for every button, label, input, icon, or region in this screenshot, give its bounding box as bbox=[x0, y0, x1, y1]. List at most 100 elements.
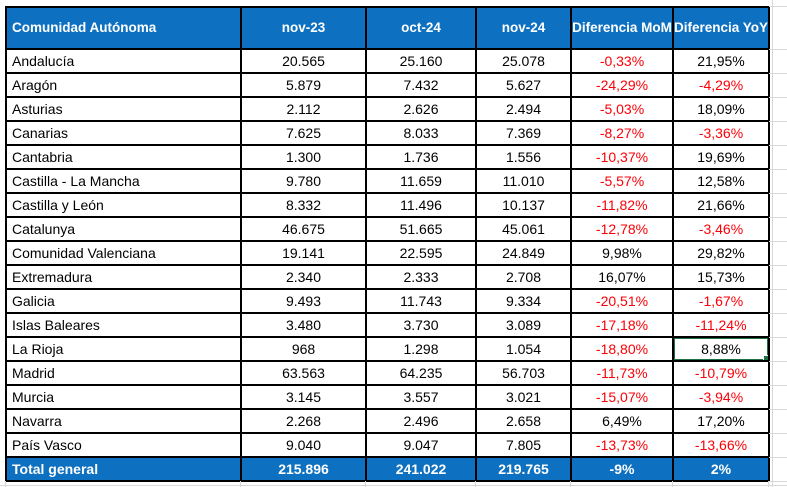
cell-oct24[interactable]: 11.743 bbox=[365, 288, 477, 314]
cell-nov23[interactable]: 2.340 bbox=[240, 264, 367, 290]
cell-mom[interactable]: -24,29% bbox=[570, 72, 674, 98]
cell-region[interactable]: Extremadura bbox=[5, 264, 242, 290]
cell-nov24[interactable]: 10.137 bbox=[475, 192, 572, 218]
cell-oct24[interactable]: 25.160 bbox=[365, 48, 477, 74]
cell-mom[interactable]: -17,18% bbox=[570, 312, 674, 338]
cell-oct24[interactable]: 7.432 bbox=[365, 72, 477, 98]
total-cell-nov24[interactable]: 219.765 bbox=[475, 456, 572, 482]
cell-region[interactable]: Castilla - La Mancha bbox=[5, 168, 242, 194]
total-cell-mom[interactable]: -9% bbox=[570, 456, 674, 482]
cell-region[interactable]: Canarias bbox=[5, 120, 242, 146]
selected-cell[interactable]: 8,88% bbox=[672, 336, 770, 362]
cell-oct24[interactable]: 1.736 bbox=[365, 144, 477, 170]
cell-mom[interactable]: -13,73% bbox=[570, 432, 674, 458]
cell-yoy[interactable]: -4,29% bbox=[672, 72, 770, 98]
cell-oct24[interactable]: 64.235 bbox=[365, 360, 477, 386]
header-cell[interactable]: oct-24 bbox=[365, 6, 477, 50]
cell-nov23[interactable]: 3.145 bbox=[240, 384, 367, 410]
cell-nov24[interactable]: 1.556 bbox=[475, 144, 572, 170]
cell-oct24[interactable]: 11.659 bbox=[365, 168, 477, 194]
cell-nov23[interactable]: 5.879 bbox=[240, 72, 367, 98]
cell-yoy[interactable]: -11,24% bbox=[672, 312, 770, 338]
cell-oct24[interactable]: 22.595 bbox=[365, 240, 477, 266]
cell-yoy[interactable]: 17,20% bbox=[672, 408, 770, 434]
cell-yoy[interactable]: 18,09% bbox=[672, 96, 770, 122]
cell-region[interactable]: Asturias bbox=[5, 96, 242, 122]
cell-nov24[interactable]: 2.494 bbox=[475, 96, 572, 122]
cell-nov23[interactable]: 46.675 bbox=[240, 216, 367, 242]
header-cell[interactable]: nov-24 bbox=[475, 6, 572, 50]
cell-nov24[interactable]: 24.849 bbox=[475, 240, 572, 266]
cell-yoy[interactable]: 29,82% bbox=[672, 240, 770, 266]
cell-nov23[interactable]: 7.625 bbox=[240, 120, 367, 146]
cell-mom[interactable]: -8,27% bbox=[570, 120, 674, 146]
cell-nov24[interactable]: 5.627 bbox=[475, 72, 572, 98]
cell-nov24[interactable]: 56.703 bbox=[475, 360, 572, 386]
cell-oct24[interactable]: 2.626 bbox=[365, 96, 477, 122]
cell-yoy[interactable]: -3,46% bbox=[672, 216, 770, 242]
cell-yoy[interactable]: 19,69% bbox=[672, 144, 770, 170]
fill-handle[interactable] bbox=[763, 355, 767, 359]
cell-region[interactable]: Aragón bbox=[5, 72, 242, 98]
cell-region[interactable]: Murcia bbox=[5, 384, 242, 410]
cell-oct24[interactable]: 3.730 bbox=[365, 312, 477, 338]
cell-yoy[interactable]: 15,73% bbox=[672, 264, 770, 290]
cell-mom[interactable]: -15,07% bbox=[570, 384, 674, 410]
cell-mom[interactable]: -12,78% bbox=[570, 216, 674, 242]
cell-oct24[interactable]: 3.557 bbox=[365, 384, 477, 410]
cell-nov24[interactable]: 3.089 bbox=[475, 312, 572, 338]
cell-nov23[interactable]: 8.332 bbox=[240, 192, 367, 218]
cell-nov23[interactable]: 2.268 bbox=[240, 408, 367, 434]
cell-mom[interactable]: 9,98% bbox=[570, 240, 674, 266]
cell-nov23[interactable]: 19.141 bbox=[240, 240, 367, 266]
cell-nov24[interactable]: 11.010 bbox=[475, 168, 572, 194]
cell-nov24[interactable]: 2.708 bbox=[475, 264, 572, 290]
cell-nov24[interactable]: 9.334 bbox=[475, 288, 572, 314]
cell-mom[interactable]: -0,33% bbox=[570, 48, 674, 74]
cell-nov23[interactable]: 20.565 bbox=[240, 48, 367, 74]
cell-yoy[interactable]: 12,58% bbox=[672, 168, 770, 194]
cell-region[interactable]: Galicia bbox=[5, 288, 242, 314]
cell-mom[interactable]: -11,82% bbox=[570, 192, 674, 218]
cell-mom[interactable]: -10,37% bbox=[570, 144, 674, 170]
cell-nov23[interactable]: 9.780 bbox=[240, 168, 367, 194]
cell-oct24[interactable]: 8.033 bbox=[365, 120, 477, 146]
cell-mom[interactable]: 6,49% bbox=[570, 408, 674, 434]
total-cell-nov23[interactable]: 215.896 bbox=[240, 456, 367, 482]
cell-region[interactable]: Comunidad Valenciana bbox=[5, 240, 242, 266]
cell-nov24[interactable]: 45.061 bbox=[475, 216, 572, 242]
cell-mom[interactable]: -18,80% bbox=[570, 336, 674, 362]
cell-nov24[interactable]: 7.805 bbox=[475, 432, 572, 458]
cell-oct24[interactable]: 11.496 bbox=[365, 192, 477, 218]
cell-mom[interactable]: -5,57% bbox=[570, 168, 674, 194]
header-cell-region[interactable]: Comunidad Autónoma bbox=[5, 6, 242, 50]
cell-mom[interactable]: -5,03% bbox=[570, 96, 674, 122]
cell-nov24[interactable]: 1.054 bbox=[475, 336, 572, 362]
total-cell-region[interactable]: Total general bbox=[5, 456, 242, 482]
cell-region[interactable]: Cantabria bbox=[5, 144, 242, 170]
header-cell[interactable]: Diferencia YoY bbox=[672, 6, 770, 50]
cell-nov23[interactable]: 1.300 bbox=[240, 144, 367, 170]
cell-region[interactable]: Castilla y León bbox=[5, 192, 242, 218]
total-cell-yoy[interactable]: 2% bbox=[672, 456, 770, 482]
cell-oct24[interactable]: 1.298 bbox=[365, 336, 477, 362]
cell-nov24[interactable]: 7.369 bbox=[475, 120, 572, 146]
cell-nov24[interactable]: 2.658 bbox=[475, 408, 572, 434]
cell-yoy[interactable]: -1,67% bbox=[672, 288, 770, 314]
cell-region[interactable]: Navarra bbox=[5, 408, 242, 434]
cell-nov24[interactable]: 3.021 bbox=[475, 384, 572, 410]
cell-region[interactable]: La Rioja bbox=[5, 336, 242, 362]
cell-yoy[interactable]: -3,36% bbox=[672, 120, 770, 146]
cell-oct24[interactable]: 9.047 bbox=[365, 432, 477, 458]
total-cell-oct24[interactable]: 241.022 bbox=[365, 456, 477, 482]
cell-region[interactable]: Andalucía bbox=[5, 48, 242, 74]
cell-mom[interactable]: -20,51% bbox=[570, 288, 674, 314]
cell-nov23[interactable]: 9.040 bbox=[240, 432, 367, 458]
cell-region[interactable]: Catalunya bbox=[5, 216, 242, 242]
cell-yoy[interactable]: -13,66% bbox=[672, 432, 770, 458]
cell-oct24[interactable]: 51.665 bbox=[365, 216, 477, 242]
cell-nov23[interactable]: 968 bbox=[240, 336, 367, 362]
cell-yoy[interactable]: 21,95% bbox=[672, 48, 770, 74]
cell-yoy[interactable]: 21,66% bbox=[672, 192, 770, 218]
cell-nov23[interactable]: 9.493 bbox=[240, 288, 367, 314]
